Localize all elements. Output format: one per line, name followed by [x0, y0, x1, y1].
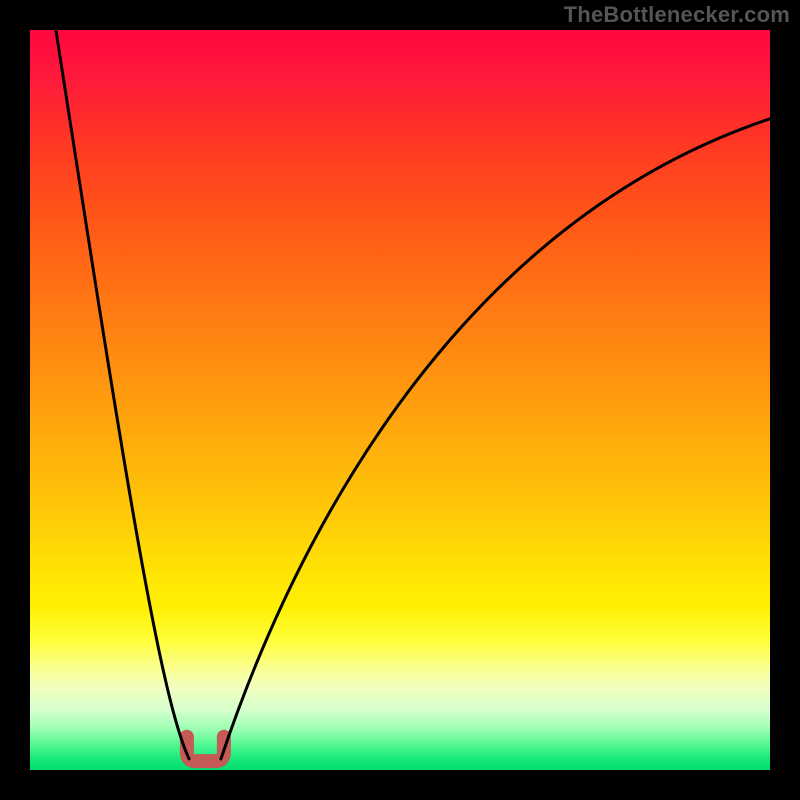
chart-stage: TheBottlenecker.com	[0, 0, 800, 800]
chart-background	[30, 30, 770, 770]
chart-svg	[0, 0, 800, 800]
watermark-text: TheBottlenecker.com	[564, 2, 790, 28]
